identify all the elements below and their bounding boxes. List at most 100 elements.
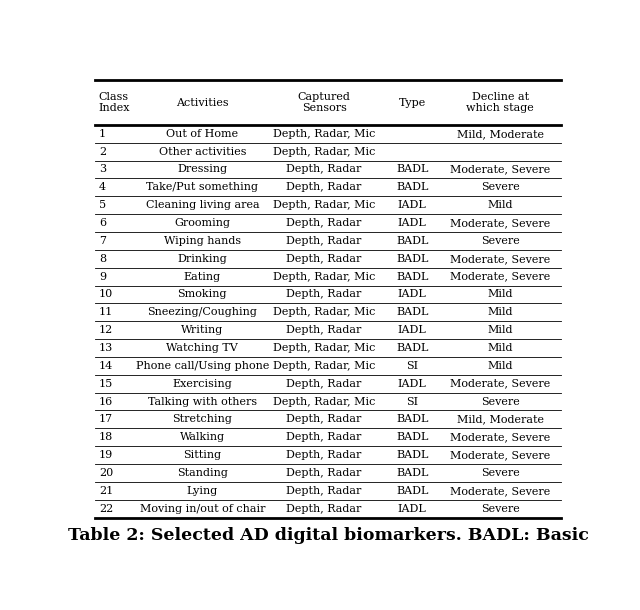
Text: Depth, Radar: Depth, Radar xyxy=(287,289,362,300)
Text: Grooming: Grooming xyxy=(174,218,230,228)
Text: BADL: BADL xyxy=(396,432,428,442)
Text: Moderate, Severe: Moderate, Severe xyxy=(450,271,550,282)
Text: 14: 14 xyxy=(99,361,113,371)
Text: Depth, Radar: Depth, Radar xyxy=(287,165,362,174)
Text: Severe: Severe xyxy=(481,236,520,246)
Text: BADL: BADL xyxy=(396,236,428,246)
Text: IADL: IADL xyxy=(398,379,426,389)
Text: Mild: Mild xyxy=(488,325,513,335)
Text: BADL: BADL xyxy=(396,468,428,478)
Text: Depth, Radar, Mic: Depth, Radar, Mic xyxy=(273,343,375,353)
Text: Captured
Sensors: Captured Sensors xyxy=(298,92,351,113)
Text: Depth, Radar: Depth, Radar xyxy=(287,414,362,425)
Text: Moderate, Severe: Moderate, Severe xyxy=(450,218,550,228)
Text: Depth, Radar, Mic: Depth, Radar, Mic xyxy=(273,271,375,282)
Text: SI: SI xyxy=(406,361,419,371)
Text: 5: 5 xyxy=(99,200,106,210)
Text: Moderate, Severe: Moderate, Severe xyxy=(450,486,550,496)
Text: Depth, Radar: Depth, Radar xyxy=(287,236,362,246)
Text: 10: 10 xyxy=(99,289,113,300)
Text: 15: 15 xyxy=(99,379,113,389)
Text: Sitting: Sitting xyxy=(183,450,221,460)
Text: Depth, Radar: Depth, Radar xyxy=(287,432,362,442)
Text: Depth, Radar: Depth, Radar xyxy=(287,450,362,460)
Text: Mild: Mild xyxy=(488,200,513,210)
Text: Severe: Severe xyxy=(481,396,520,406)
Text: BADL: BADL xyxy=(396,165,428,174)
Text: 12: 12 xyxy=(99,325,113,335)
Text: BADL: BADL xyxy=(396,254,428,264)
Text: Standing: Standing xyxy=(177,468,228,478)
Text: Depth, Radar: Depth, Radar xyxy=(287,218,362,228)
Text: BADL: BADL xyxy=(396,486,428,496)
Text: 19: 19 xyxy=(99,450,113,460)
Text: Type: Type xyxy=(399,98,426,107)
Text: Watching TV: Watching TV xyxy=(166,343,238,353)
Text: Depth, Radar, Mic: Depth, Radar, Mic xyxy=(273,396,375,406)
Text: Other activities: Other activities xyxy=(159,146,246,157)
Text: 7: 7 xyxy=(99,236,106,246)
Text: 2: 2 xyxy=(99,146,106,157)
Text: Severe: Severe xyxy=(481,468,520,478)
Text: Talking with others: Talking with others xyxy=(148,396,257,406)
Text: 18: 18 xyxy=(99,432,113,442)
Text: Moderate, Severe: Moderate, Severe xyxy=(450,450,550,460)
Text: SI: SI xyxy=(406,396,419,406)
Text: BADL: BADL xyxy=(396,343,428,353)
Text: Class
Index: Class Index xyxy=(99,92,131,113)
Text: 11: 11 xyxy=(99,307,113,317)
Text: Depth, Radar, Mic: Depth, Radar, Mic xyxy=(273,361,375,371)
Text: Sneezing/Coughing: Sneezing/Coughing xyxy=(147,307,257,317)
Text: 20: 20 xyxy=(99,468,113,478)
Text: 3: 3 xyxy=(99,165,106,174)
Text: Depth, Radar: Depth, Radar xyxy=(287,504,362,514)
Text: IADL: IADL xyxy=(398,218,426,228)
Text: IADL: IADL xyxy=(398,504,426,514)
Text: Depth, Radar, Mic: Depth, Radar, Mic xyxy=(273,200,375,210)
Text: Decline at
which stage: Decline at which stage xyxy=(467,92,534,113)
Text: 1: 1 xyxy=(99,129,106,139)
Text: IADL: IADL xyxy=(398,200,426,210)
Text: Depth, Radar, Mic: Depth, Radar, Mic xyxy=(273,307,375,317)
Text: Depth, Radar: Depth, Radar xyxy=(287,325,362,335)
Text: 16: 16 xyxy=(99,396,113,406)
Text: Depth, Radar: Depth, Radar xyxy=(287,468,362,478)
Text: Mild, Moderate: Mild, Moderate xyxy=(457,129,544,139)
Text: Depth, Radar: Depth, Radar xyxy=(287,379,362,389)
Text: Smoking: Smoking xyxy=(178,289,227,300)
Text: Exercising: Exercising xyxy=(173,379,232,389)
Text: 21: 21 xyxy=(99,486,113,496)
Text: Lying: Lying xyxy=(187,486,218,496)
Text: Moderate, Severe: Moderate, Severe xyxy=(450,432,550,442)
Text: Stretching: Stretching xyxy=(172,414,232,425)
Text: Eating: Eating xyxy=(184,271,221,282)
Text: Moderate, Severe: Moderate, Severe xyxy=(450,254,550,264)
Text: Mild: Mild xyxy=(488,289,513,300)
Text: Severe: Severe xyxy=(481,504,520,514)
Text: 4: 4 xyxy=(99,182,106,192)
Text: BADL: BADL xyxy=(396,271,428,282)
Text: 6: 6 xyxy=(99,218,106,228)
Text: BADL: BADL xyxy=(396,182,428,192)
Text: Mild: Mild xyxy=(488,307,513,317)
Text: 17: 17 xyxy=(99,414,113,425)
Text: Mild: Mild xyxy=(488,361,513,371)
Text: Depth, Radar: Depth, Radar xyxy=(287,254,362,264)
Text: BADL: BADL xyxy=(396,450,428,460)
Text: 9: 9 xyxy=(99,271,106,282)
Text: Moderate, Severe: Moderate, Severe xyxy=(450,379,550,389)
Text: Phone call/Using phone: Phone call/Using phone xyxy=(136,361,269,371)
Text: Dressing: Dressing xyxy=(177,165,227,174)
Text: Out of Home: Out of Home xyxy=(166,129,239,139)
Text: 13: 13 xyxy=(99,343,113,353)
Text: Mild, Moderate: Mild, Moderate xyxy=(457,414,544,425)
Text: 8: 8 xyxy=(99,254,106,264)
Text: Activities: Activities xyxy=(176,98,228,107)
Text: Depth, Radar, Mic: Depth, Radar, Mic xyxy=(273,129,375,139)
Text: Wiping hands: Wiping hands xyxy=(164,236,241,246)
Text: IADL: IADL xyxy=(398,289,426,300)
Text: Table 2: Selected AD digital biomarkers. BADL: Basic: Table 2: Selected AD digital biomarkers.… xyxy=(68,527,588,544)
Text: Depth, Radar: Depth, Radar xyxy=(287,486,362,496)
Text: Take/Put something: Take/Put something xyxy=(147,182,259,192)
Text: Writing: Writing xyxy=(181,325,223,335)
